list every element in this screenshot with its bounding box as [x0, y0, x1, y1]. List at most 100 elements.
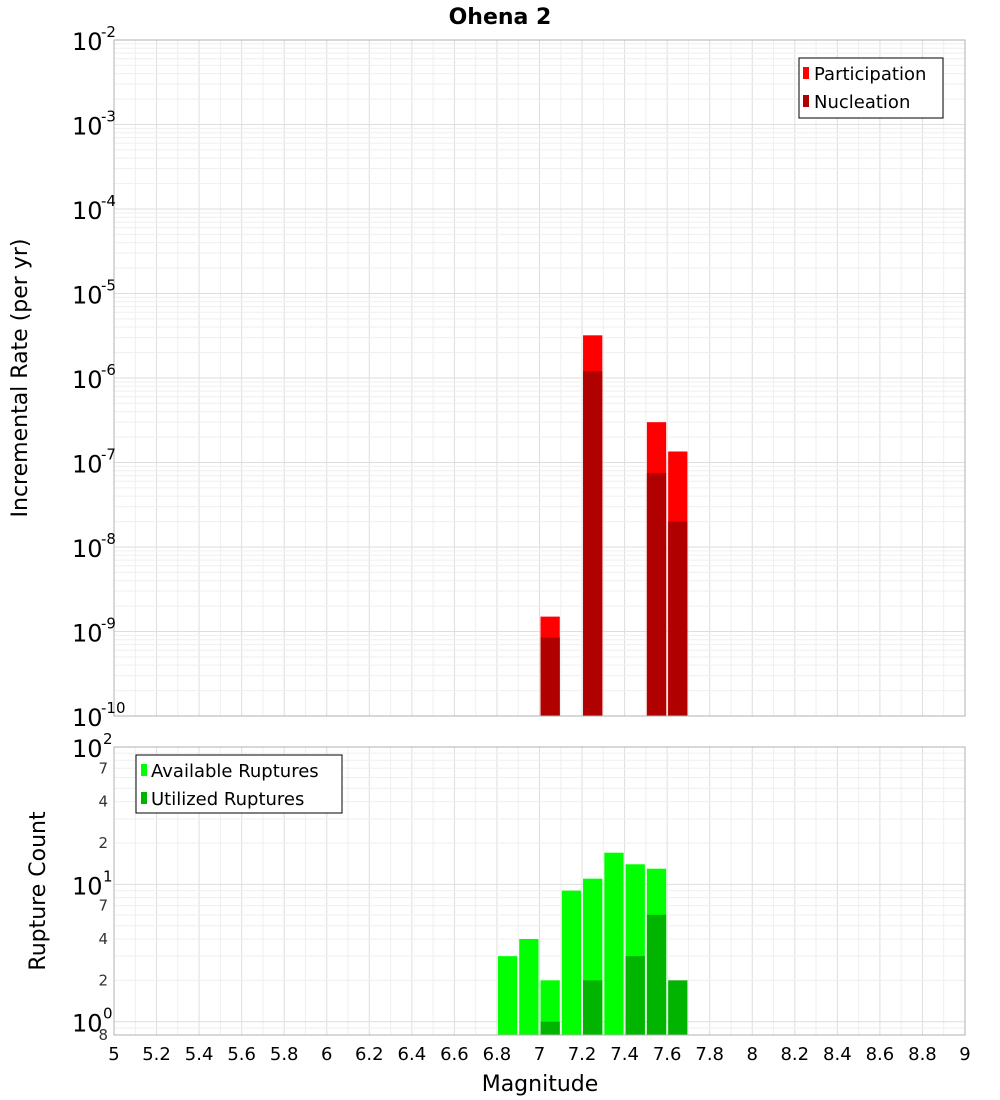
rate-bar-nucleation [668, 521, 688, 716]
rate-bar-nucleation [583, 371, 603, 716]
count-y-minor-tick: 4 [98, 793, 108, 811]
magnitude-x-tick: 8.6 [866, 1044, 895, 1065]
magnitude-x-tick: 7 [534, 1044, 545, 1065]
count-y-tick-exponent: 0 [103, 1005, 113, 1023]
magnitude-x-tick: 7.6 [653, 1044, 682, 1065]
count-bars [497, 852, 688, 1035]
legend-swatch-utilized [141, 792, 147, 804]
rate-y-tick: 10-9 [72, 615, 116, 648]
count-bar-utilized-ruptures [668, 980, 688, 1035]
magnitude-x-tick: 5.6 [227, 1044, 256, 1065]
rate-y-tick: 10-8 [72, 530, 116, 563]
count-legend: Available Ruptures Utilized Ruptures [135, 754, 343, 814]
legend-label-available: Available Ruptures [151, 761, 319, 782]
count-y-tick: 10 2 [72, 730, 113, 763]
rate-y-tick-base: 10 [72, 620, 103, 648]
rate-y-tick-exponent: -4 [101, 192, 116, 210]
rate-y-tick-base: 10 [72, 28, 103, 56]
legend-swatch-nucleation [803, 95, 809, 107]
count-bar-available-ruptures [497, 956, 518, 1035]
rate-y-tick-exponent: -6 [101, 361, 116, 379]
legend-swatch-available [141, 764, 147, 776]
count-bar-utilized-ruptures [625, 956, 645, 1035]
count-bar-available-ruptures [604, 852, 624, 1035]
count-y-tick: 10 1 [72, 867, 113, 900]
rate-y-tick-exponent: -3 [101, 108, 116, 126]
count-y-tick-exponent: 2 [103, 730, 113, 748]
rate-legend: Participation Nucleation [798, 57, 944, 119]
rate-y-ticks: 10-210-310-410-510-610-710-810-910-10 [72, 23, 126, 732]
rate-y-tick-exponent: -5 [101, 277, 116, 295]
count-y-axis-label: Rupture Count [26, 811, 51, 971]
rate-grid [113, 40, 966, 717]
rate-y-tick-base: 10 [72, 282, 103, 310]
rate-y-tick-exponent: -10 [101, 699, 126, 717]
chart-title: Ohena 2 [449, 5, 552, 30]
count-y-tick-base: 10 [72, 1010, 103, 1038]
rate-bar-nucleation [540, 637, 560, 716]
magnitude-x-axis-label: Magnitude [482, 1072, 599, 1097]
magnitude-x-tick: 5.2 [142, 1044, 171, 1065]
magnitude-x-tick: 8 [747, 1044, 758, 1065]
rate-legend-box [798, 57, 944, 119]
rate-plot-border [113, 39, 966, 717]
rate-y-tick-base: 10 [72, 704, 103, 732]
rate-bars [540, 335, 688, 716]
count-y-tick-exponent: 1 [103, 867, 113, 885]
rate-y-axis-label: Incremental Rate (per yr) [8, 239, 33, 518]
legend-label-participation: Participation [814, 64, 926, 85]
magnitude-x-tick: 5.4 [185, 1044, 214, 1065]
rate-y-tick-base: 10 [72, 366, 103, 394]
count-bar-utilized-ruptures [540, 1021, 560, 1035]
legend-label-nucleation: Nucleation [814, 92, 910, 113]
magnitude-x-tick: 6.8 [483, 1044, 512, 1065]
count-y-tick: 10 0 [72, 1005, 113, 1038]
count-y-minor-tick: 4 [98, 930, 108, 948]
rate-y-tick-exponent: -9 [101, 615, 116, 633]
rate-y-tick-base: 10 [72, 197, 103, 225]
magnitude-x-tick: 5.8 [270, 1044, 299, 1065]
count-y-minor-tick: 7 [98, 759, 108, 777]
magnitude-x-tick: 5 [108, 1044, 119, 1065]
count-legend-box [135, 754, 343, 814]
rate-y-tick: 10-7 [72, 446, 116, 479]
rate-y-tick-exponent: -2 [101, 23, 116, 41]
rate-y-tick: 10-3 [72, 108, 116, 141]
magnitude-x-tick: 7.2 [568, 1044, 597, 1065]
count-y-minor-tick: 7 [98, 897, 108, 915]
count-bar-utilized-ruptures [583, 980, 603, 1035]
rate-y-tick-base: 10 [72, 113, 103, 141]
magnitude-x-tick: 8.8 [908, 1044, 937, 1065]
rate-y-tick-base: 10 [72, 535, 103, 563]
count-y-minor-tick: 2 [98, 971, 108, 989]
count-bar-available-ruptures [540, 980, 560, 1035]
legend-label-utilized: Utilized Ruptures [151, 789, 304, 810]
rate-y-tick-exponent: -7 [101, 446, 116, 464]
count-plot-border [113, 746, 966, 1036]
rate-y-tick: 10-2 [72, 23, 116, 56]
count-bar-utilized-ruptures [646, 914, 667, 1035]
rate-y-tick: 10-10 [72, 699, 126, 732]
count-y-tick-base: 10 [72, 735, 103, 763]
magnitude-x-tick: 6.4 [398, 1044, 427, 1065]
count-bar-available-ruptures [519, 939, 539, 1035]
legend-swatch-participation [803, 67, 809, 79]
rate-y-tick-exponent: -8 [101, 530, 116, 548]
rate-y-tick: 10-6 [72, 361, 116, 394]
rate-y-tick: 10-5 [72, 277, 116, 310]
rate-y-tick: 10-4 [72, 192, 116, 225]
magnitude-x-tick: 8.4 [823, 1044, 852, 1065]
count-y-minor-tick: 2 [98, 834, 108, 852]
rate-y-tick-base: 10 [72, 451, 103, 479]
magnitude-x-tick: 9 [959, 1044, 970, 1065]
rate-panel: 10-210-310-410-510-610-710-810-910-10 In… [8, 23, 966, 732]
count-y-minor-tick: 8 [98, 1026, 108, 1044]
magnitude-x-tick: 6.6 [440, 1044, 469, 1065]
count-y-tick-base: 10 [72, 872, 103, 900]
rate-bar-nucleation [646, 473, 667, 716]
magnitude-x-tick: 7.4 [610, 1044, 639, 1065]
magnitude-x-ticks: 5 5.2 5.4 5.6 5.8 6 6.2 6.4 6.6 6.8 7 7.2 7.4 7.6 7.8 8… [108, 1044, 970, 1065]
magnitude-x-tick: 6 [321, 1044, 332, 1065]
magnitude-x-tick: 6.2 [355, 1044, 384, 1065]
